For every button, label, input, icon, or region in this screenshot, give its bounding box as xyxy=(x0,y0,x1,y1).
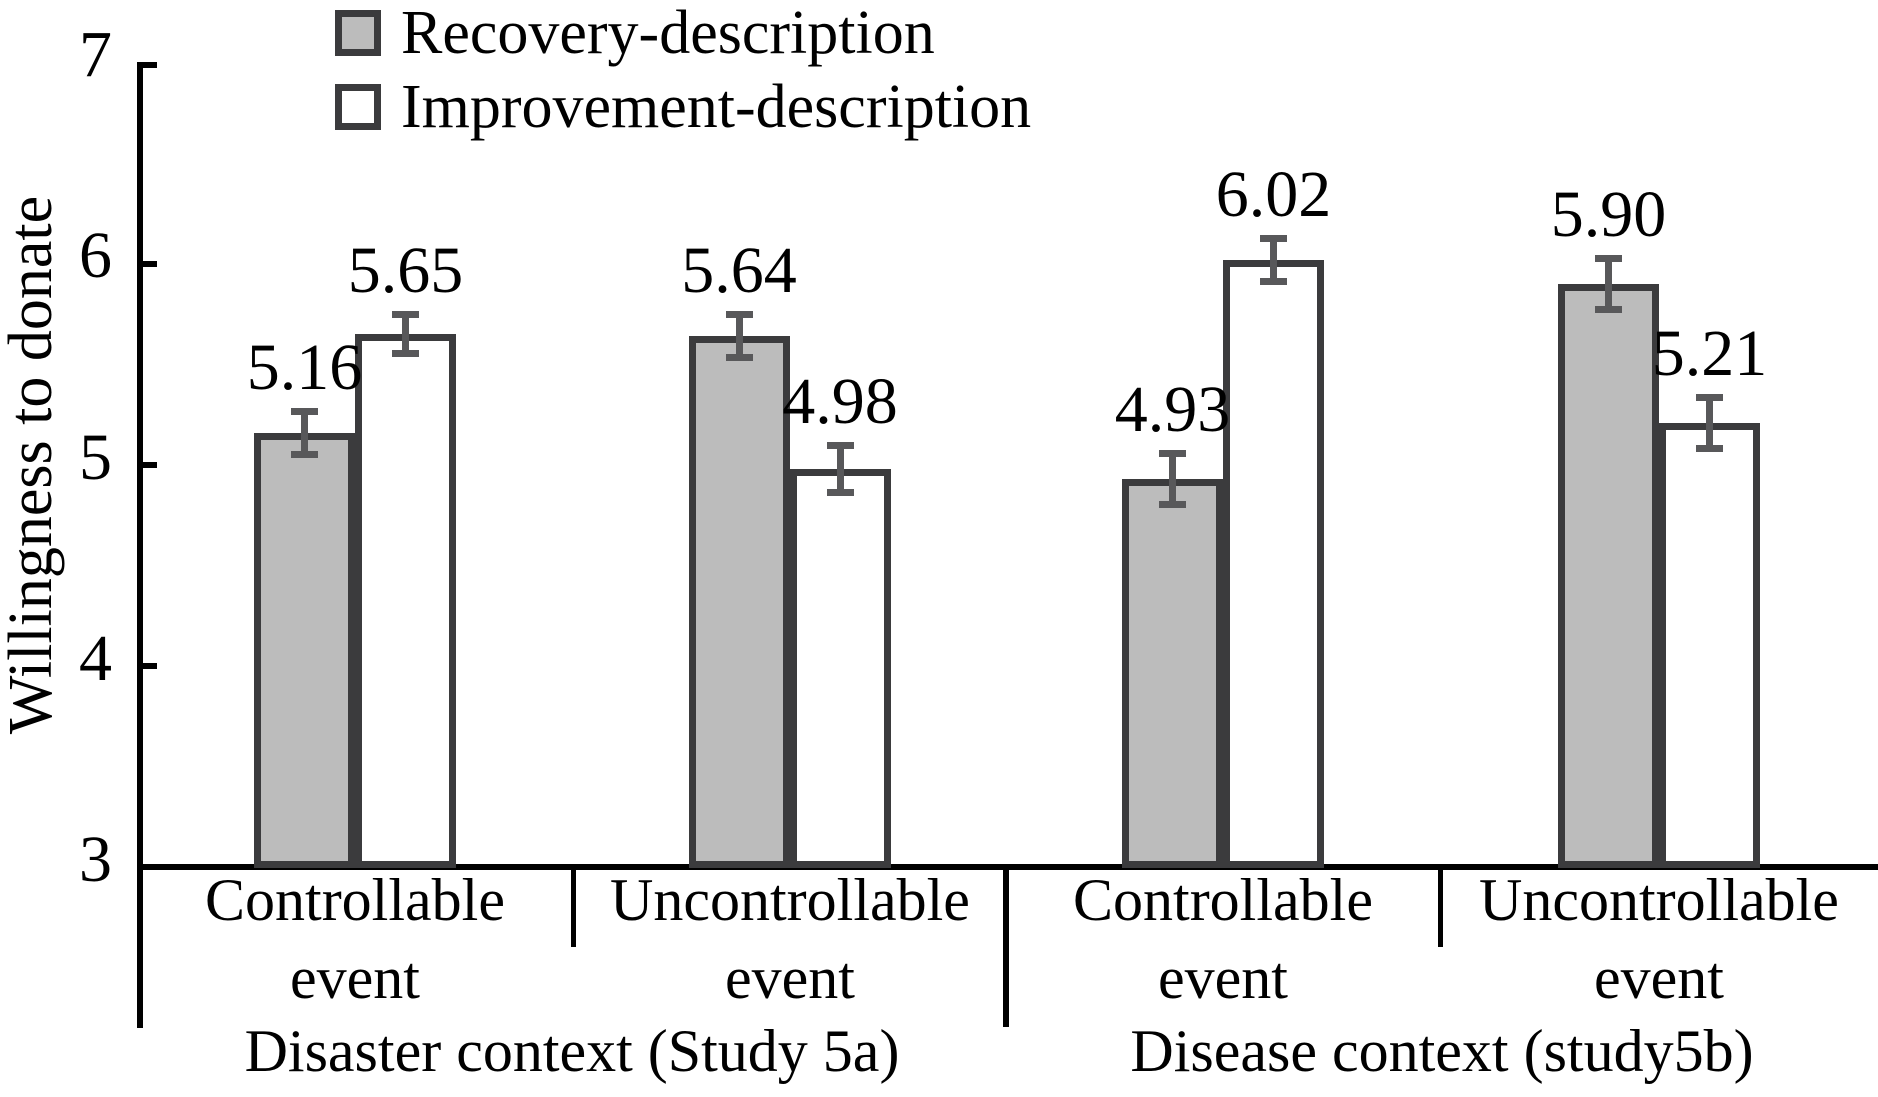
y-tick-mark-7 xyxy=(143,62,157,68)
error-bar-cap-top xyxy=(725,311,753,319)
y-tick-label-6: 6 xyxy=(79,219,112,292)
legend-label-recovery: Recovery-description xyxy=(401,0,935,67)
x-category-label-disease-uncontrollable: Uncontrollable event xyxy=(1429,861,1878,1017)
x-category-label-disaster-uncontrollable: Uncontrollable event xyxy=(560,861,1020,1017)
error-bar-cap-top xyxy=(1696,393,1723,401)
bar-rect xyxy=(789,469,891,868)
category-line2: event xyxy=(725,945,855,1011)
y-tick-label-5: 5 xyxy=(79,421,112,494)
category-line2: event xyxy=(1594,945,1724,1011)
bar-rect xyxy=(254,432,355,868)
error-bar-cap-top xyxy=(826,441,854,449)
y-tick-label-4: 4 xyxy=(79,622,112,695)
x-context-label-disaster: Disaster context (Study 5a) xyxy=(244,1018,900,1084)
y-axis-line xyxy=(137,62,143,1028)
error-bar-cap-top xyxy=(1159,449,1186,457)
y-tick-mark-6 xyxy=(143,261,157,267)
error-bar-cap-bottom xyxy=(291,450,318,458)
legend-label-improvement: Improvement-description xyxy=(401,73,1032,141)
bar-value-label: 4.98 xyxy=(782,364,898,438)
error-bar-cap-bottom xyxy=(1260,278,1287,286)
x-context-label-disease: Disease context (study5b) xyxy=(1130,1018,1754,1084)
event-separator-disaster xyxy=(571,867,576,947)
error-bar-cap-bottom xyxy=(1595,306,1622,314)
category-line1: Uncontrollable xyxy=(610,867,970,933)
category-line1: Uncontrollable xyxy=(1479,867,1839,933)
bar-value-label: 6.02 xyxy=(1215,157,1332,231)
bar-rect xyxy=(1558,284,1659,868)
bar-value-label: 5.21 xyxy=(1651,316,1768,390)
x-category-label-disease-controllable: Controllable event xyxy=(993,861,1453,1017)
y-tick-mark-4 xyxy=(143,663,157,669)
error-bar-cap-bottom xyxy=(725,354,753,362)
error-bar-stem xyxy=(1169,452,1176,506)
category-line2: event xyxy=(290,945,420,1011)
bar-value-label: 5.16 xyxy=(246,330,363,404)
category-line1: Controllable xyxy=(1073,867,1373,933)
bar-value-label: 5.90 xyxy=(1550,177,1667,251)
y-tick-label-7: 7 xyxy=(79,18,112,91)
bar-value-label: 4.93 xyxy=(1114,372,1231,446)
bar-rect xyxy=(1223,259,1324,868)
error-bar-stem xyxy=(735,314,743,359)
error-bar-cap-bottom xyxy=(1696,444,1723,452)
bar-value-label: 5.64 xyxy=(681,234,797,308)
category-line2: event xyxy=(1158,945,1288,1011)
y-tick-label-3: 3 xyxy=(79,823,112,896)
error-bar-stem xyxy=(301,410,308,455)
error-bar-stem xyxy=(836,444,844,494)
x-category-label-disaster-controllable: Controllable event xyxy=(125,861,585,1017)
legend-item-improvement: Improvement-description xyxy=(335,74,1031,140)
error-bar-stem xyxy=(402,314,409,355)
bar-rect xyxy=(688,336,790,868)
legend-swatch-improvement xyxy=(335,84,381,130)
bar-rect xyxy=(355,334,456,868)
error-bar-cap-bottom xyxy=(392,350,419,358)
error-bar-cap-top xyxy=(1260,234,1287,242)
error-bar-cap-bottom xyxy=(1159,501,1186,509)
error-bar-cap-bottom xyxy=(826,489,854,497)
legend-item-recovery: Recovery-description xyxy=(335,0,935,66)
bar-rect xyxy=(1122,479,1223,868)
context-separator xyxy=(1003,867,1009,1027)
legend-swatch-recovery xyxy=(335,10,381,56)
error-bar-stem xyxy=(1270,237,1277,283)
event-separator-disease xyxy=(1438,867,1443,947)
error-bar-stem xyxy=(1706,396,1713,449)
error-bar-cap-top xyxy=(392,311,419,319)
y-tick-mark-5 xyxy=(143,462,157,468)
bar-value-label: 5.65 xyxy=(347,234,464,308)
error-bar-cap-top xyxy=(291,407,318,415)
error-bar-cap-top xyxy=(1595,254,1622,262)
error-bar-stem xyxy=(1605,257,1612,311)
category-line1: Controllable xyxy=(205,867,505,933)
bar-rect xyxy=(1659,422,1760,868)
